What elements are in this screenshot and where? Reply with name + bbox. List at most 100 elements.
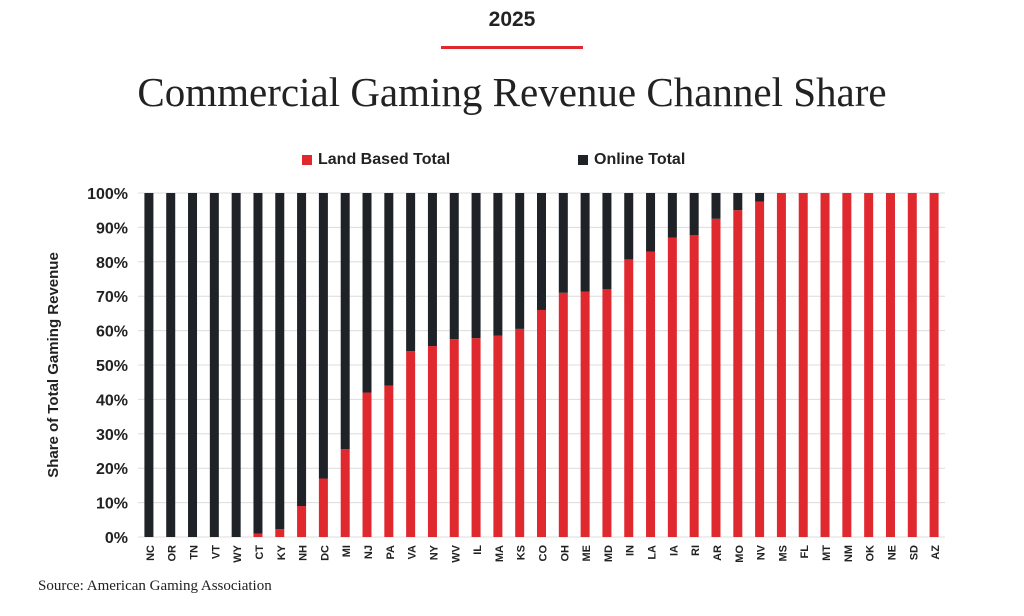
x-tick-label: KS xyxy=(516,545,528,560)
bar-land xyxy=(275,529,285,537)
bar-online xyxy=(275,193,285,530)
x-tick-label: CT xyxy=(254,545,266,560)
bar-online xyxy=(209,193,219,537)
y-tick-label: 0% xyxy=(105,530,128,547)
x-tick-label: KY xyxy=(276,544,288,560)
legend: Land Based Total Online Total xyxy=(0,151,1024,173)
bar-online xyxy=(188,193,198,537)
x-tick-label: NC xyxy=(145,545,157,561)
x-tick-label: DC xyxy=(319,545,331,561)
bar-land xyxy=(864,193,874,537)
x-tick-label: PA xyxy=(385,545,397,560)
x-tick-label: WV xyxy=(450,544,462,562)
x-tick-label: MS xyxy=(777,545,789,562)
x-tick-label: CO xyxy=(538,545,550,562)
bar-online xyxy=(427,193,437,347)
bar-online xyxy=(166,193,176,537)
bar-online xyxy=(624,193,634,260)
bar-online xyxy=(384,193,394,386)
year-heading: 2025 xyxy=(488,8,536,31)
bar-online xyxy=(755,193,765,202)
bar-online xyxy=(318,193,328,479)
x-tick-label: IL xyxy=(472,545,484,555)
legend-item-land: Land Based Total xyxy=(302,151,450,169)
bar-land xyxy=(602,289,612,537)
legend-swatch-online xyxy=(578,155,588,165)
bar-land xyxy=(689,235,699,537)
bar-land xyxy=(667,237,677,537)
bar-online xyxy=(580,193,590,292)
bar-land xyxy=(253,533,263,537)
bar-land xyxy=(842,193,852,537)
bar-online xyxy=(362,193,372,393)
y-tick-label: 40% xyxy=(96,392,128,409)
bar-online xyxy=(144,193,154,537)
x-tick-label: OK xyxy=(865,545,877,562)
x-tick-label: NV xyxy=(756,544,768,560)
x-tick-label: FL xyxy=(799,545,811,559)
bar-land xyxy=(515,328,525,537)
x-tick-label: LA xyxy=(647,545,659,560)
bar-online xyxy=(537,193,546,310)
bar-online xyxy=(471,193,481,339)
legend-swatch-land xyxy=(302,155,312,165)
x-tick-label: TN xyxy=(189,545,201,560)
title-divider xyxy=(441,46,583,49)
bar-online xyxy=(667,193,677,238)
x-tick-label: AR xyxy=(712,545,724,561)
x-tick-label: NE xyxy=(886,545,898,560)
bar-land xyxy=(449,339,459,537)
x-tick-label: NY xyxy=(428,544,440,560)
bar-land xyxy=(929,193,939,537)
bar-land xyxy=(318,478,328,537)
x-tick-label: AZ xyxy=(930,545,942,560)
x-tick-label: MI xyxy=(341,545,353,557)
bar-land xyxy=(711,218,721,538)
x-tick-label: MD xyxy=(603,545,615,562)
legend-item-online: Online Total xyxy=(578,151,685,169)
x-tick-label: OR xyxy=(167,545,179,562)
y-tick-label: 20% xyxy=(96,461,128,478)
bar-land xyxy=(885,193,895,537)
bar-online xyxy=(493,193,503,336)
bar-land xyxy=(340,449,350,537)
x-tick-label: NH xyxy=(298,545,310,561)
y-tick-label: 100% xyxy=(87,186,128,203)
x-tick-label: IA xyxy=(668,545,680,556)
bar-land xyxy=(798,193,808,537)
x-tick-label: SD xyxy=(908,545,920,560)
y-tick-label: 10% xyxy=(96,496,128,513)
y-axis-label: Share of Total Gaming Revenue xyxy=(45,252,62,478)
bar-online xyxy=(231,193,241,537)
bar-land xyxy=(558,292,568,537)
bar-online xyxy=(689,193,699,236)
x-tick-label: NM xyxy=(843,545,855,562)
x-tick-label: MO xyxy=(734,545,746,563)
bar-land xyxy=(297,506,307,537)
bar-land xyxy=(493,335,503,537)
y-tick-label: 50% xyxy=(96,358,128,375)
x-tick-label: WY xyxy=(232,544,244,562)
x-tick-label: MT xyxy=(821,545,833,561)
x-tick-label: MA xyxy=(494,545,506,562)
bar-online xyxy=(733,193,743,211)
bar-online xyxy=(646,193,656,252)
bar-online xyxy=(449,193,459,340)
legend-label-land: Land Based Total xyxy=(318,151,451,168)
bar-online xyxy=(711,193,721,219)
bar-land xyxy=(624,259,634,537)
bar-land xyxy=(537,309,546,537)
y-tick-label: 90% xyxy=(96,220,128,237)
bar-online xyxy=(297,193,307,507)
bar-land xyxy=(580,291,590,537)
bar-land xyxy=(406,351,416,537)
x-tick-label: RI xyxy=(690,545,702,556)
bar-online xyxy=(558,193,568,293)
y-tick-label: 30% xyxy=(96,427,128,444)
bar-land xyxy=(755,201,765,537)
x-tick-label: IN xyxy=(625,545,637,556)
source-note: Source: American Gaming Association xyxy=(38,578,272,594)
y-tick-label: 60% xyxy=(96,324,128,341)
x-tick-label: VT xyxy=(210,545,222,559)
bar-online xyxy=(406,193,416,352)
